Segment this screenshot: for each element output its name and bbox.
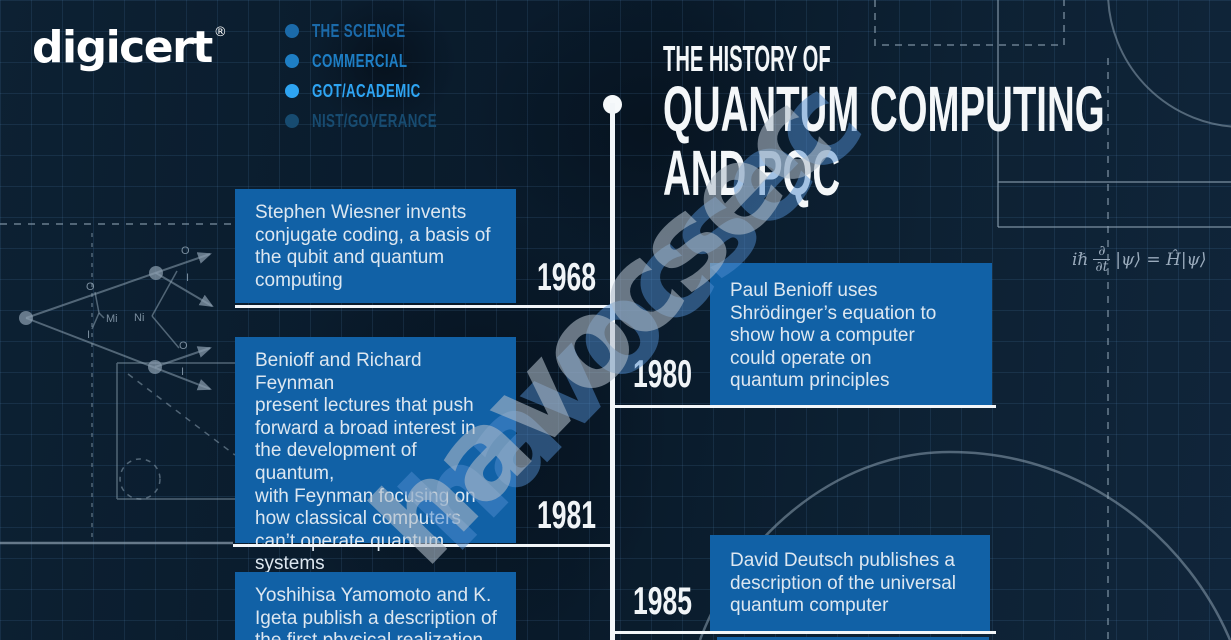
diagram-label: I	[186, 272, 189, 284]
diagram-label: I	[87, 329, 90, 341]
legend-label: NIST/GOVERANCE	[312, 110, 437, 131]
diagram-label: I	[181, 366, 184, 378]
legend: THE SCIENCE COMMERCIAL GOT/ACADEMIC NIST…	[285, 16, 486, 136]
equation-rhs: |ψ⟩ = Ĥ|ψ⟩	[1115, 249, 1207, 270]
legend-bullet-icon	[285, 114, 299, 128]
legend-bullet-icon	[285, 54, 299, 68]
legend-item-commercial: COMMERCIAL	[285, 46, 486, 76]
schrodinger-equation: iℏ ∂ ∂t |ψ⟩ = Ĥ|ψ⟩	[1072, 243, 1207, 276]
year-label-1980: 1980	[633, 353, 693, 396]
equation-lhs: iℏ	[1072, 249, 1089, 270]
scatter-arrow	[155, 272, 214, 308]
dashed-rect-top	[874, 0, 1065, 46]
title-kicker: THE HISTORY OF	[663, 38, 831, 79]
page-title-line2: AND PQC	[663, 137, 841, 209]
page-title-line1: QUANTUM COMPUTING	[663, 73, 1105, 145]
digicert-logo-text: digicert	[32, 22, 213, 73]
dashed-diagonal-left	[127, 373, 236, 456]
node-dot	[148, 360, 162, 374]
equation-fraction: ∂ ∂t	[1093, 243, 1111, 276]
timeline-axis	[610, 103, 615, 640]
registered-mark: ®	[213, 25, 227, 40]
legend-bullet-icon	[285, 84, 299, 98]
legend-label: GOT/ACADEMIC	[312, 80, 421, 101]
bond-line	[91, 291, 100, 330]
event-box-1980: Paul Benioff uses Shrödinger’s equation …	[710, 263, 992, 408]
equation-frac-bottom: ∂t	[1093, 259, 1111, 276]
scatter-arrow	[25, 317, 212, 391]
bond-line	[98, 312, 105, 319]
timeline-rule-1980	[612, 405, 996, 408]
event-box-partial-bottom: Yoshihisa Yamomoto and K. Igeta publish …	[235, 572, 516, 640]
digicert-logo: digicert ®	[32, 22, 227, 73]
event-box-1968: Stephen Wiesner invents conjugate coding…	[235, 189, 516, 303]
bond-line	[151, 270, 178, 317]
diagram-label: O	[179, 340, 188, 352]
year-label-1985: 1985	[633, 580, 693, 623]
scatter-arrow	[25, 252, 212, 319]
legend-item-nist-goverance: NIST/GOVERANCE	[285, 106, 486, 136]
diagram-label: Mi	[106, 313, 118, 325]
diagram-label: O	[86, 281, 95, 293]
legend-label: THE SCIENCE	[312, 20, 406, 41]
timeline-rule-1981	[233, 544, 612, 547]
dashed-circle-left	[119, 458, 161, 500]
legend-bullet-icon	[285, 24, 299, 38]
event-box-1985: David Deutsch publishes a description of…	[710, 535, 990, 632]
year-label-1968: 1968	[536, 256, 596, 299]
diagram-label: Ni	[134, 312, 144, 324]
event-box-1981: Benioff and Richard Feynman present lect…	[235, 337, 516, 574]
legend-item-the-science: THE SCIENCE	[285, 16, 486, 46]
equation-frac-top: ∂	[1098, 243, 1106, 259]
diagram-label: O	[181, 245, 190, 257]
legend-label: COMMERCIAL	[312, 50, 408, 71]
node-dot	[19, 311, 33, 325]
year-label-1981: 1981	[536, 494, 596, 537]
scatter-arrow	[154, 346, 212, 368]
timeline-rule-1985	[612, 631, 996, 634]
legend-item-got-academic: GOT/ACADEMIC	[285, 76, 486, 106]
arc-topright	[1107, 0, 1231, 128]
bond-line	[151, 315, 180, 349]
timeline-rule-1968	[235, 305, 612, 308]
node-dot	[149, 266, 163, 280]
